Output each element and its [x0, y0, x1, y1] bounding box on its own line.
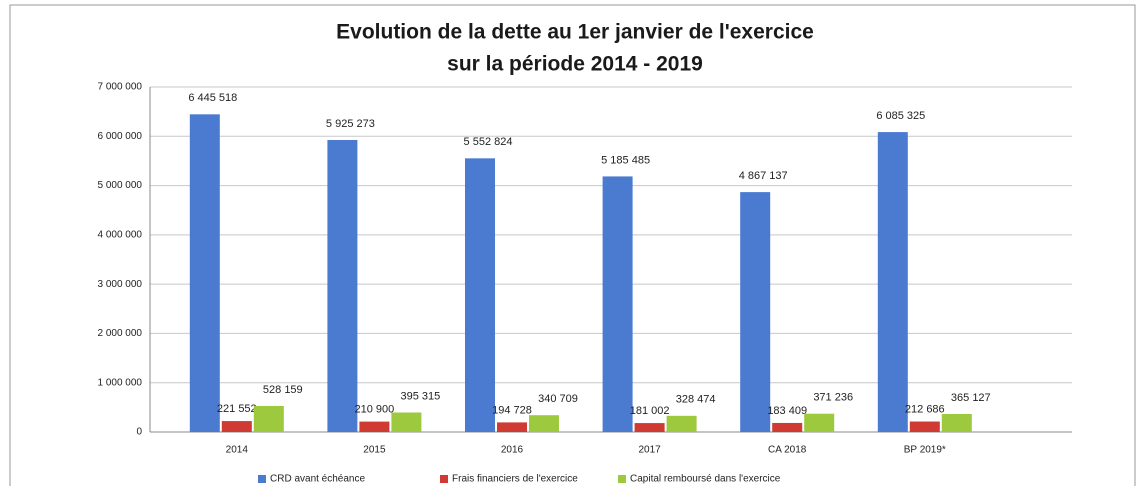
- bar: [941, 414, 972, 432]
- chart-frame: [9, 4, 1136, 486]
- data-label: 5 552 824: [464, 136, 513, 148]
- data-label: 528 159: [263, 384, 303, 396]
- data-label: 212 686: [905, 403, 945, 415]
- y-tick-label: 3 000 000: [98, 279, 143, 290]
- bar: [391, 412, 422, 432]
- y-tick-label: 4 000 000: [98, 229, 143, 240]
- y-tick-label: 7 000 000: [98, 82, 143, 93]
- bar: [634, 423, 665, 432]
- bar: [804, 413, 835, 432]
- bar: [602, 176, 633, 432]
- data-label: 5 925 273: [326, 118, 375, 130]
- legend-swatch: [258, 475, 266, 483]
- bar: [772, 422, 803, 432]
- y-tick-label: 2 000 000: [98, 328, 143, 339]
- bar: [221, 421, 252, 432]
- x-tick-label: BP 2019*: [904, 445, 946, 456]
- x-tick-label: 2016: [501, 445, 524, 456]
- y-tick-label: 0: [136, 427, 142, 438]
- y-tick-label: 6 000 000: [98, 131, 143, 142]
- bar: [497, 422, 527, 432]
- bar: [877, 132, 908, 432]
- data-label: 371 236: [813, 392, 853, 404]
- data-label: 395 315: [401, 390, 441, 402]
- x-tick-label: CA 2018: [768, 445, 807, 456]
- data-label: 221 552: [217, 403, 257, 415]
- data-label: 340 709: [538, 393, 578, 405]
- data-label: 4 867 137: [739, 170, 788, 182]
- y-tick-label: 1 000 000: [98, 377, 143, 388]
- data-label: 181 002: [630, 405, 670, 417]
- bar: [327, 139, 358, 432]
- y-tick-label: 5 000 000: [98, 180, 143, 191]
- data-label: 210 900: [355, 404, 395, 416]
- data-label: 183 409: [767, 405, 807, 417]
- bar: [359, 421, 390, 432]
- data-label: 365 127: [951, 392, 991, 404]
- bar: [740, 192, 771, 432]
- legend-swatch: [618, 475, 626, 483]
- data-label: 328 474: [676, 394, 716, 406]
- legend-label: Frais financiers de l'exercice: [452, 474, 578, 485]
- legend-label: CRD avant échéance: [270, 474, 365, 485]
- bar: [909, 421, 940, 432]
- bar: [666, 415, 697, 432]
- x-tick-label: 2015: [363, 445, 386, 456]
- data-label: 5 185 485: [601, 154, 650, 166]
- data-label: 194 728: [492, 404, 532, 416]
- data-label: 6 085 325: [876, 110, 925, 122]
- bar: [529, 415, 559, 432]
- x-tick-label: 2014: [226, 445, 249, 456]
- legend-label: Capital remboursé dans l'exercice: [630, 474, 781, 485]
- data-label: 6 445 518: [188, 92, 237, 104]
- bar: [253, 405, 284, 432]
- bar: [465, 158, 495, 432]
- legend-swatch: [440, 475, 448, 483]
- bar: [189, 114, 220, 433]
- x-tick-label: 2017: [638, 445, 661, 456]
- chart-subtitle: sur la période 2014 - 2019: [447, 53, 703, 76]
- chart-title: Evolution de la dette au 1er janvier de …: [336, 21, 814, 44]
